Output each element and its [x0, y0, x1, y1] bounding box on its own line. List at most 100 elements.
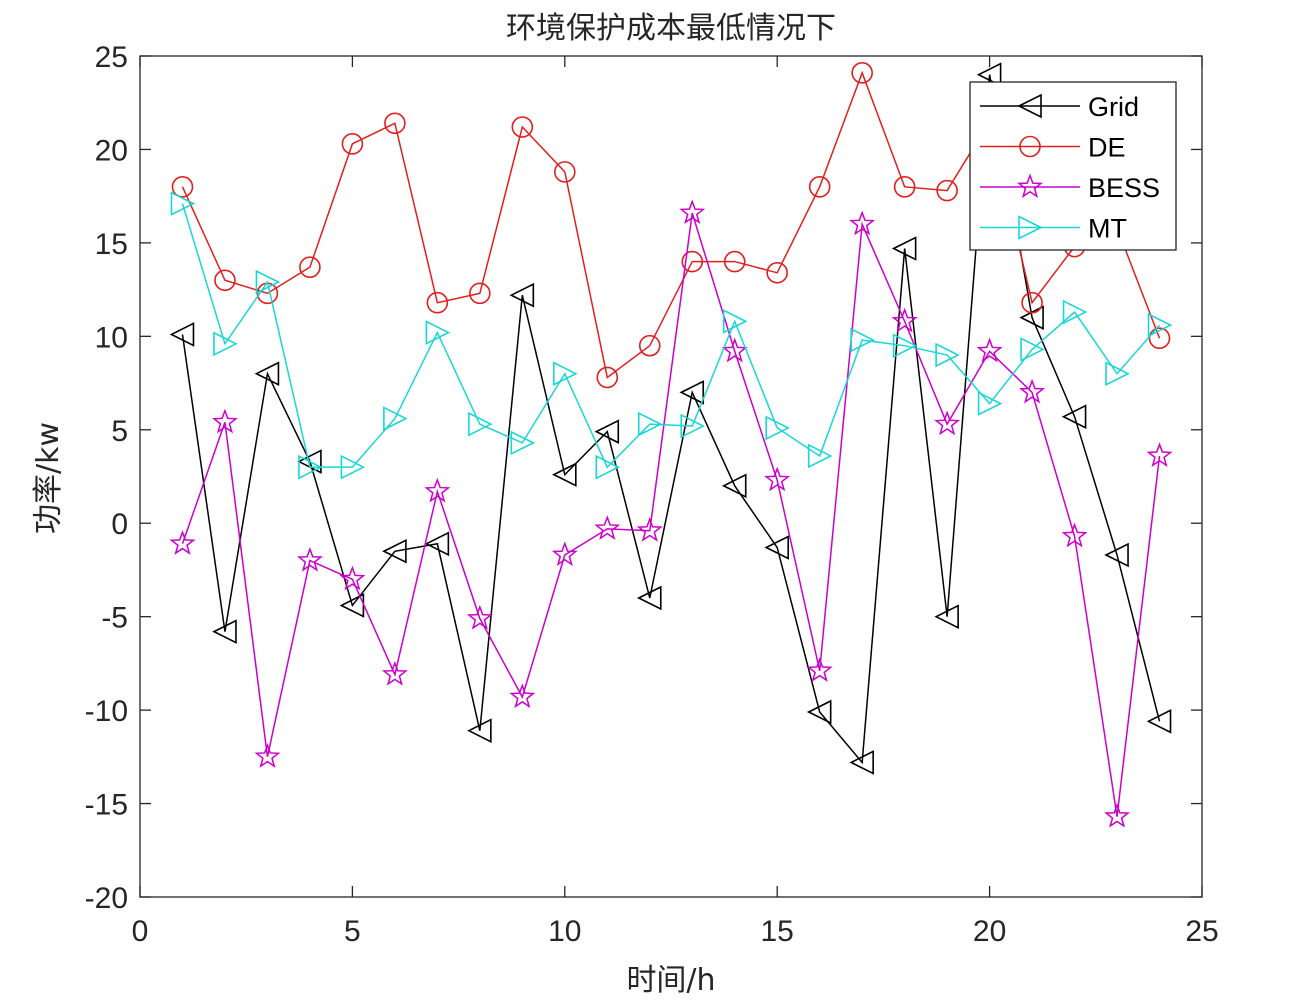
data-point-bess	[466, 604, 493, 630]
legend-label-de: DE	[1088, 133, 1126, 163]
data-point-bess	[296, 546, 323, 572]
data-point-grid	[636, 585, 662, 611]
data-point-grid	[382, 538, 407, 564]
legend-item-de: DE	[980, 133, 1126, 163]
x-tick-label: 5	[344, 915, 361, 948]
y-tick-label: 25	[95, 41, 128, 74]
data-point-grid	[721, 473, 747, 499]
data-point-grid	[594, 419, 620, 444]
data-point-grid	[679, 380, 705, 405]
x-tick-label: 25	[1185, 915, 1218, 948]
data-point-mt	[340, 454, 366, 480]
data-point-mt	[1062, 299, 1088, 325]
data-point-grid	[509, 282, 535, 308]
data-point-mt	[680, 413, 706, 439]
data-point-bess	[1104, 802, 1131, 828]
legend-label-grid: Grid	[1088, 92, 1139, 122]
data-point-mt	[1020, 337, 1045, 362]
data-point-grid	[976, 62, 1002, 87]
data-point-mt	[213, 331, 238, 357]
data-point-de	[681, 250, 704, 273]
data-point-bess	[636, 517, 663, 542]
data-point-mt	[850, 327, 875, 353]
y-tick-label: 20	[95, 134, 128, 167]
data-point-bess	[721, 337, 748, 363]
data-point-de	[384, 112, 406, 135]
data-point-bess	[679, 199, 706, 225]
legend-label-bess: BESS	[1088, 173, 1160, 203]
data-point-de	[766, 261, 789, 284]
data-point-de	[936, 179, 958, 202]
data-point-mt	[892, 333, 918, 358]
data-point-bess	[594, 515, 621, 540]
data-point-bess	[764, 466, 791, 492]
y-tick-label: 0	[111, 508, 128, 541]
data-point-grid	[764, 535, 790, 560]
data-point-bess	[976, 337, 1003, 363]
data-point-mt	[255, 269, 281, 295]
data-point-grid	[849, 750, 874, 775]
legend-label-mt: MT	[1088, 214, 1127, 244]
data-point-bess	[1019, 378, 1046, 404]
data-point-bess	[424, 477, 451, 503]
y-tick-label: -5	[101, 602, 128, 635]
data-point-bess	[891, 307, 918, 333]
y-tick-label: 10	[95, 321, 128, 354]
data-point-mt	[977, 391, 1003, 416]
y-axis-title: 功率/kw	[31, 422, 66, 534]
data-point-bess	[551, 541, 578, 567]
data-point-de	[426, 291, 449, 314]
legend-box	[969, 81, 1177, 251]
data-point-grid	[212, 619, 237, 644]
data-point-grid	[891, 236, 917, 261]
data-point-mt	[170, 191, 196, 216]
axes-box	[139, 55, 1203, 898]
series-line-mt	[181, 203, 1161, 469]
data-point-mt	[425, 320, 451, 345]
data-point-bess	[934, 410, 961, 436]
data-point-bess	[1061, 522, 1088, 548]
data-point-grid	[254, 361, 280, 387]
data-point-de	[214, 269, 236, 292]
data-point-bess	[806, 657, 833, 682]
data-point-grid	[1146, 709, 1172, 734]
series-bess	[169, 199, 1173, 828]
data-point-de	[851, 62, 873, 84]
data-point-mt	[468, 411, 493, 437]
data-point-bess	[381, 660, 408, 686]
x-tick-label: 20	[973, 915, 1006, 948]
data-point-bess	[1146, 442, 1173, 467]
y-tick-label: -15	[85, 789, 128, 822]
legend-marker-de	[1019, 135, 1041, 158]
data-point-bess	[339, 565, 366, 591]
data-point-de	[808, 176, 831, 198]
data-point-bess	[509, 683, 536, 709]
data-point-de	[893, 176, 916, 198]
data-point-mt	[595, 454, 621, 480]
data-point-mt	[552, 361, 578, 387]
data-point-mt	[298, 454, 323, 480]
legend: Grid DE BESS MT	[969, 81, 1177, 251]
data-point-mt	[765, 415, 790, 441]
data-point-bess	[211, 408, 238, 434]
series-mt	[170, 191, 1173, 480]
data-point-de	[723, 250, 746, 273]
data-point-mt	[1147, 312, 1173, 338]
data-point-grid	[552, 462, 577, 487]
data-point-mt	[935, 342, 960, 368]
data-point-grid	[806, 699, 832, 725]
data-point-bess	[169, 530, 196, 555]
x-axis-title: 时间/h	[626, 963, 715, 998]
legend-marker-mt	[1018, 215, 1043, 240]
data-point-mt	[722, 309, 748, 334]
x-tick-label: 0	[132, 915, 149, 948]
data-point-grid	[1061, 404, 1087, 429]
legend-marker-grid	[1017, 93, 1042, 119]
data-point-de	[638, 334, 661, 357]
data-point-grid	[169, 322, 195, 347]
data-point-mt	[510, 430, 536, 456]
data-point-de	[511, 116, 534, 138]
data-point-de	[299, 256, 321, 278]
y-tick-label: 15	[95, 228, 128, 261]
axes	[139, 55, 1203, 898]
